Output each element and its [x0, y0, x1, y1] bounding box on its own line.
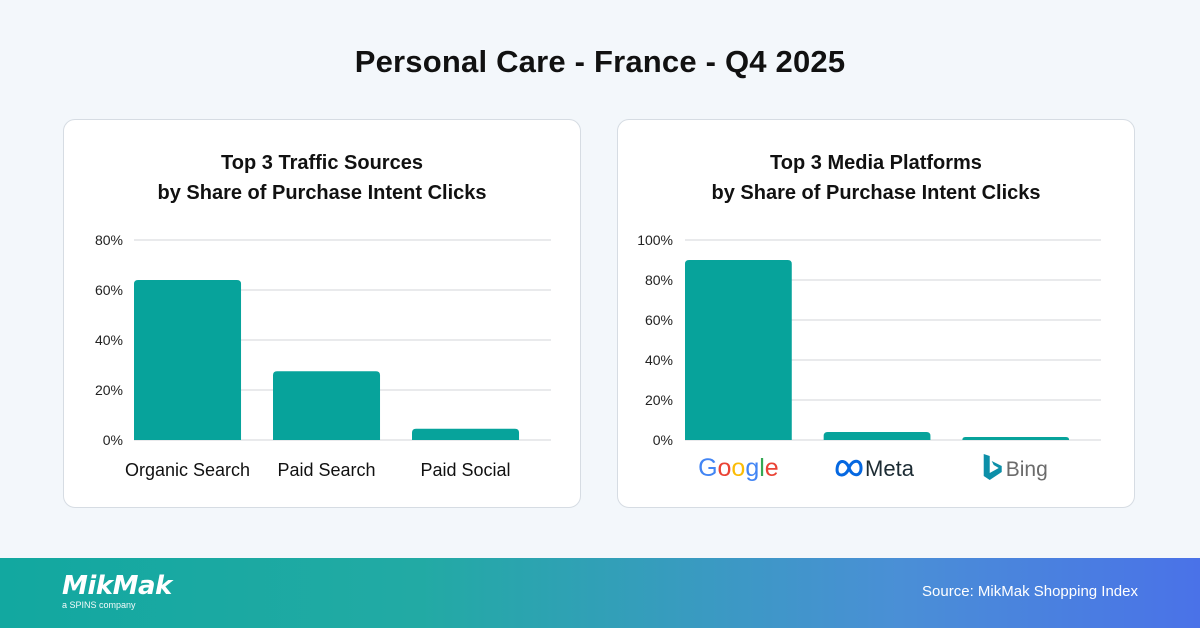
- bing-wordmark: Bing: [1006, 458, 1048, 481]
- chart-title-line-1: Top 3 Traffic Sources: [221, 152, 423, 174]
- y-tick-label: 20%: [645, 392, 673, 408]
- logo-tagline: a SPINS company: [62, 600, 136, 610]
- y-tick-label: 0%: [103, 432, 123, 448]
- bar: [962, 437, 1070, 440]
- bing-logo: Bing: [983, 454, 1048, 481]
- y-tick-label: 40%: [645, 352, 673, 368]
- traffic-sources-bar-chart: 0% 20% 40% 60% 80% Organic Search Paid Search P…: [95, 232, 551, 480]
- y-tick-label: 60%: [645, 312, 673, 328]
- mikmak-logo[interactable]: MikMak a SPINS company: [62, 572, 172, 610]
- traffic-sources-card: Top 3 Traffic Sources by Share of Purcha…: [63, 119, 581, 508]
- x-tick-label: Paid Social: [420, 460, 510, 480]
- y-tick-label: 80%: [645, 272, 673, 288]
- y-tick-label: 0%: [653, 432, 673, 448]
- meta-wordmark: Meta: [865, 456, 915, 481]
- bar: [412, 428, 520, 440]
- bar: [273, 371, 381, 440]
- x-tick-label: Paid Search: [277, 460, 375, 480]
- chart-title-line-2: by Share of Purchase Intent Clicks: [711, 182, 1041, 204]
- meta-infinity-icon: [835, 459, 863, 477]
- footer-banner: MikMak a SPINS company Source: MikMak Sh…: [0, 558, 1200, 628]
- bar: [823, 432, 931, 440]
- meta-logo: Meta: [835, 456, 915, 481]
- chart-title-line-1: Top 3 Media Platforms: [770, 152, 982, 174]
- bar: [685, 260, 792, 440]
- y-tick-label: 20%: [95, 382, 123, 398]
- y-tick-label: 100%: [637, 232, 673, 248]
- bar: [134, 280, 242, 440]
- chart-title-line-2: by Share of Purchase Intent Clicks: [157, 182, 487, 204]
- page-title: Personal Care - France - Q4 2025: [354, 44, 846, 79]
- y-tick-label: 40%: [95, 332, 123, 348]
- source-note: Source: MikMak Shopping Index: [922, 583, 1138, 600]
- y-tick-label: 80%: [95, 232, 123, 248]
- media-platforms-chart-title: Top 3 Media Platforms by Share of Purcha…: [618, 148, 1134, 208]
- y-tick-label: 60%: [95, 282, 123, 298]
- traffic-sources-chart-title: Top 3 Traffic Sources by Share of Purcha…: [64, 148, 580, 208]
- x-tick-label: Organic Search: [125, 460, 250, 480]
- media-platforms-card: Top 3 Media Platforms by Share of Purcha…: [617, 119, 1135, 508]
- bing-b-icon: [983, 454, 1002, 480]
- media-platforms-bar-chart: 0% 20% 40% 60% 80% 100% Google Meta Bing: [637, 232, 1101, 482]
- google-logo: Google: [698, 454, 779, 482]
- logo-wordmark: MikMak: [62, 571, 172, 601]
